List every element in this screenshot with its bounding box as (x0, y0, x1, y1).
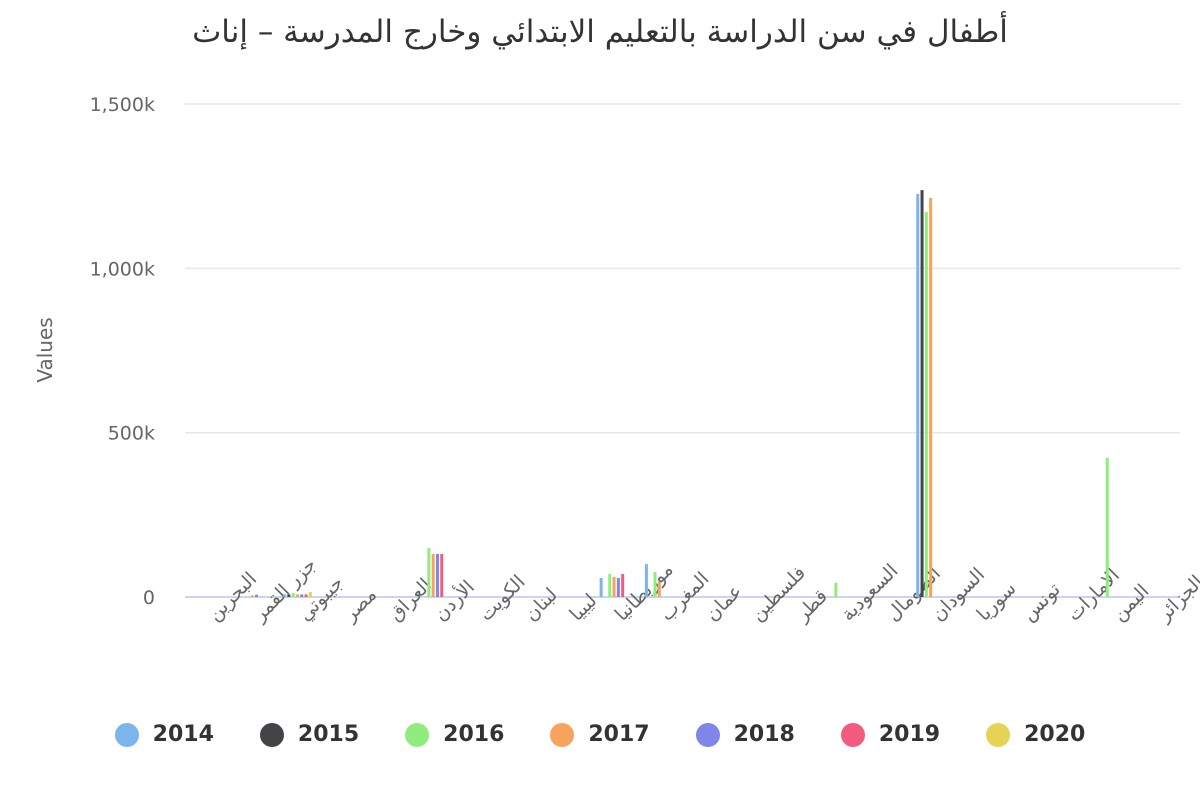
y-axis-label: Values (33, 317, 57, 382)
bar-2016 (653, 572, 657, 597)
legend-item-2014[interactable]: 2014 (114, 722, 214, 747)
y-tick-label: 0 (143, 587, 155, 609)
legend-label: 2015 (297, 722, 360, 747)
legend-label: 2020 (1024, 722, 1086, 747)
y-tick-label: 1,500k (90, 94, 155, 116)
legend-label: 2017 (588, 722, 650, 747)
bar-2017 (612, 576, 616, 597)
legend-marker-icon (259, 722, 284, 747)
bar-2018 (255, 594, 259, 597)
legend-marker-icon (840, 722, 865, 747)
bar-2016 (427, 548, 431, 597)
bar-2017 (929, 197, 933, 598)
bar-2018 (435, 553, 439, 597)
bar-2015 (920, 190, 924, 598)
bar-2019 (304, 594, 308, 597)
y-tick-label: 1,000k (90, 258, 155, 280)
legend-marker-icon (114, 722, 139, 747)
legend-marker-icon (695, 722, 720, 747)
legend-item-2019[interactable]: 2019 (840, 722, 941, 747)
x-tick-label: ليبيا (565, 590, 601, 626)
bar-2016 (608, 573, 612, 597)
bar-2014 (644, 564, 648, 597)
bar-2016 (834, 582, 838, 597)
bar-2016 (1105, 457, 1109, 597)
legend: 2014 2015 2016 2017 2018 2019 2020 (0, 722, 1200, 747)
bar-2019 (440, 553, 444, 597)
legend-item-2015[interactable]: 2015 (259, 722, 360, 747)
legend-item-2016[interactable]: 2016 (405, 722, 504, 747)
legend-marker-icon (405, 722, 430, 747)
bar-2014 (599, 577, 603, 597)
bar-2020 (308, 592, 312, 597)
legend-label: 2016 (443, 722, 505, 747)
x-tick-label: لبنان (520, 584, 562, 626)
legend-label: 2018 (733, 722, 795, 747)
legend-marker-icon (986, 722, 1011, 747)
legend-item-2018[interactable]: 2018 (695, 722, 795, 747)
y-tick-label: 500k (108, 423, 155, 445)
bar-2017 (250, 595, 254, 597)
bar-2019 (621, 573, 625, 597)
bar-2014 (283, 594, 287, 597)
bar-2018 (300, 594, 304, 597)
bar-2018 (616, 577, 620, 597)
bar-2017 (657, 581, 661, 597)
bar-2016 (924, 212, 928, 597)
bar-2017 (431, 553, 435, 597)
x-tick-label: قطر (791, 585, 832, 626)
bar-2015 (287, 594, 291, 597)
chart-title: أطفال في سن الدراسة بالتعليم الابتدائي و… (192, 14, 1008, 50)
bar-2017 (295, 594, 299, 597)
x-tick-label: الجزائر (1153, 571, 1200, 626)
bar-2014 (916, 194, 920, 597)
legend-item-2020[interactable]: 2020 (986, 722, 1085, 747)
legend-item-2017[interactable]: 2017 (550, 722, 650, 747)
legend-marker-icon (550, 722, 575, 747)
x-tick-label: تونس (1018, 578, 1065, 625)
bar-2016 (291, 593, 295, 597)
x-tick-label: الكويت (475, 571, 530, 626)
legend-label: 2019 (878, 722, 941, 747)
legend-label: 2014 (152, 722, 214, 747)
